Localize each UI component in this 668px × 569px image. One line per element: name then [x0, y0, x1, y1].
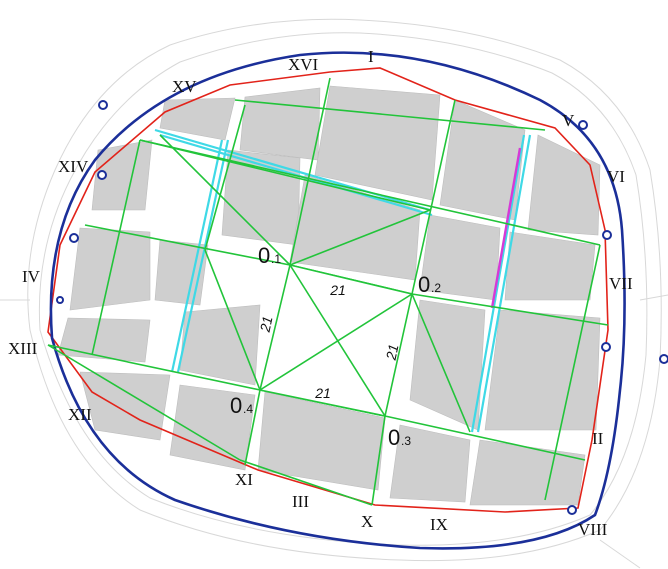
block	[239, 87, 321, 161]
grid-line	[139, 139, 431, 211]
grid-line	[139, 139, 601, 246]
grid-line	[411, 99, 456, 295]
cyan-street	[476, 134, 532, 433]
gate-label-VI: VI	[607, 167, 625, 186]
grid-line	[289, 209, 431, 266]
cyan-street	[154, 128, 431, 212]
distance-label-bottom: 21	[314, 385, 331, 401]
svg-text:.1: .1	[271, 252, 281, 266]
grid-line	[411, 293, 609, 326]
block	[159, 97, 236, 141]
gate-labels: I II III IV V VI VII VIII IX X XI XII XI…	[8, 47, 633, 539]
distance-label-right: 21	[382, 343, 401, 363]
block	[69, 227, 151, 311]
outer-wall	[49, 51, 626, 550]
block	[91, 139, 153, 211]
central-quadrilateral	[259, 264, 413, 417]
gate-label-VIII: VIII	[578, 520, 608, 539]
cyan-street	[176, 139, 230, 373]
grid-line	[91, 139, 141, 356]
gate-label-II: II	[592, 429, 604, 448]
block	[154, 239, 209, 306]
grid-line	[204, 104, 246, 251]
grid-line	[371, 415, 386, 506]
gate-label-XV: XV	[172, 77, 197, 96]
gate-label-XI: XI	[235, 470, 253, 489]
block	[169, 384, 256, 471]
gate-label-I: I	[368, 47, 374, 66]
block	[484, 309, 601, 431]
grid-line	[544, 244, 601, 501]
grid-line	[384, 415, 586, 461]
distance-label-top: 21	[329, 282, 346, 298]
block	[469, 439, 586, 506]
tower-icon	[56, 100, 668, 515]
gate-label-VII: VII	[609, 274, 633, 293]
grid-line	[47, 344, 261, 391]
gate-label-IX: IX	[430, 515, 448, 534]
point-label-01: 0 .1	[258, 243, 281, 268]
block	[179, 304, 261, 386]
grid-line	[244, 389, 261, 466]
block	[57, 317, 151, 363]
svg-text:0: 0	[230, 393, 242, 418]
cyan-street	[470, 134, 526, 433]
grid-line	[239, 459, 373, 506]
svg-text:0: 0	[258, 243, 270, 268]
gate-label-X: X	[361, 512, 373, 531]
block	[257, 391, 386, 491]
gate-label-XIII: XIII	[8, 339, 38, 358]
cyan-street	[170, 139, 224, 373]
block	[504, 231, 596, 301]
svg-text:.3: .3	[401, 434, 411, 448]
svg-text:.4: .4	[243, 402, 253, 416]
inner-boundary	[47, 67, 609, 513]
block	[409, 299, 486, 431]
svg-text:0: 0	[388, 425, 400, 450]
gate-label-IV: IV	[22, 267, 41, 286]
block	[314, 85, 441, 201]
grid-line	[204, 249, 261, 391]
point-label-03: 0 .3	[388, 425, 411, 450]
grid-line	[47, 344, 241, 461]
distance-label-left: 21	[256, 315, 275, 335]
point-label-04: 0 .4	[230, 393, 253, 418]
gate-label-XVI: XVI	[288, 55, 319, 74]
diagonal-line	[259, 293, 413, 391]
gate-label-XII: XII	[68, 405, 92, 424]
magenta-street	[490, 147, 522, 309]
gate-label-V: V	[562, 111, 575, 130]
grid-line	[289, 77, 331, 266]
highlighted-streets	[154, 128, 532, 433]
point-label-02: 0 .2	[418, 272, 441, 297]
grid-line	[234, 99, 546, 131]
svg-text:.2: .2	[431, 281, 441, 295]
block	[389, 424, 471, 503]
svg-text:0: 0	[418, 272, 430, 297]
gate-label-III: III	[292, 492, 309, 511]
grid-line	[159, 134, 291, 266]
surrounding-cadastre	[0, 18, 668, 569]
block	[527, 134, 601, 236]
grid-line	[411, 293, 471, 433]
gate-label-XIV: XIV	[58, 157, 89, 176]
